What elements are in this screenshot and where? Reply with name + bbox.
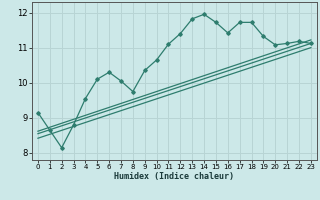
X-axis label: Humidex (Indice chaleur): Humidex (Indice chaleur) xyxy=(115,172,234,181)
